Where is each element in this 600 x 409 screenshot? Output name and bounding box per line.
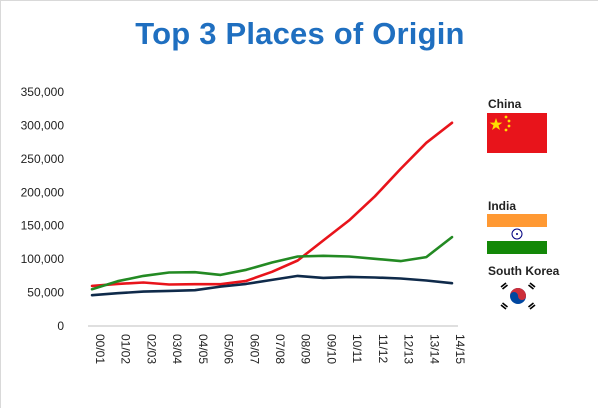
y-tick-label: 50,000: [27, 286, 64, 300]
x-tick-label: 05/06: [222, 334, 236, 364]
series-line-south-korea: [90, 274, 454, 297]
x-tick-label: 10/11: [350, 334, 364, 363]
y-tick-label: 100,000: [21, 252, 65, 266]
x-tick-label: 02/03: [144, 334, 158, 364]
x-tick-label: 14/15: [453, 334, 467, 364]
series-line-china: [90, 121, 454, 288]
legend-label-south-korea: South Korea: [488, 264, 560, 278]
x-tick-label: 13/14: [427, 334, 441, 364]
x-tick-label: 04/05: [196, 334, 210, 364]
x-tick-label: 11/12: [376, 334, 390, 363]
x-tick-label: 08/09: [299, 334, 313, 364]
legend-label-china: China: [488, 97, 522, 111]
x-tick-label: 12/13: [402, 334, 416, 364]
x-axis: 00/01 01/02 02/03 03/04 04/05 05/06 06/07 07/08…: [88, 325, 467, 364]
y-tick-label: 300,000: [21, 118, 65, 132]
chart-title: Top 3 Places of Origin: [135, 16, 465, 51]
series-lines: [90, 121, 454, 297]
y-tick-label: 350,000: [21, 85, 65, 99]
y-axis: 0 50,000 100,000 150,000 200,000 250,000 300,0…: [21, 85, 65, 333]
south-korea-flag-icon: [497, 280, 539, 312]
y-tick-label: 200,000: [21, 185, 65, 199]
y-tick-label: 250,000: [21, 152, 65, 166]
series-line-india: [90, 235, 454, 291]
india-flag-icon: [487, 214, 547, 254]
x-tick-label: 00/01: [93, 334, 107, 364]
x-tick-label: 01/02: [119, 334, 133, 364]
x-tick-label: 09/10: [324, 334, 338, 364]
y-tick-label: 150,000: [21, 219, 65, 233]
y-tick-label: 0: [57, 319, 64, 333]
legend-label-india: India: [488, 199, 517, 213]
x-tick-label: 06/07: [247, 334, 261, 364]
x-tick-label: 07/08: [273, 334, 287, 364]
china-flag-icon: [487, 113, 547, 153]
x-tick-label: 03/04: [170, 334, 184, 364]
